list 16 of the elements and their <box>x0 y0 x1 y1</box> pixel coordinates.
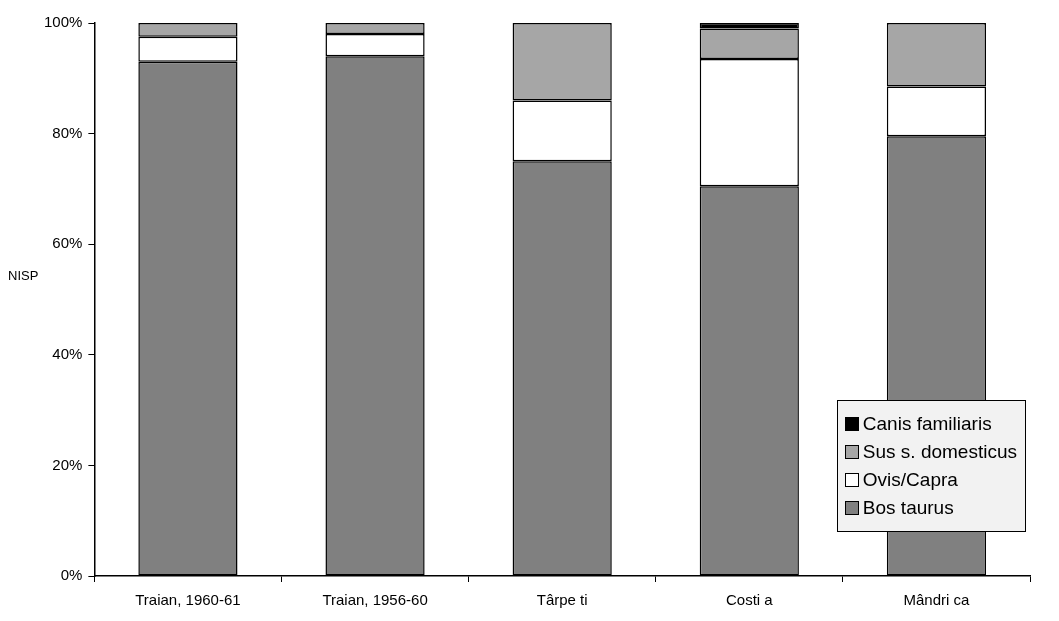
y-tick-label: 0% <box>60 566 83 584</box>
y-tick-label: 80% <box>52 123 83 141</box>
y-tick-label: 20% <box>52 455 83 473</box>
legend-label: Bos taurus <box>862 497 954 519</box>
x-tick-label: Târpe ti <box>536 591 588 609</box>
legend-label: Canis familiaris <box>862 413 992 435</box>
y-tick-label: 40% <box>52 344 83 362</box>
y-tick-label: 100% <box>43 13 83 31</box>
legend-label: Sus s. domesticus <box>862 441 1017 463</box>
y-tick-label: 60% <box>52 234 83 252</box>
y-axis-title: NISP <box>8 268 39 283</box>
legend-label: Ovis/Capra <box>862 469 958 491</box>
x-tick-label: Costi a <box>725 591 774 609</box>
x-tick-label: Mândri ca <box>903 591 971 609</box>
x-tick-label: Traian, 1960-61 <box>135 591 241 609</box>
x-tick-label: Traian, 1956-60 <box>322 591 428 609</box>
